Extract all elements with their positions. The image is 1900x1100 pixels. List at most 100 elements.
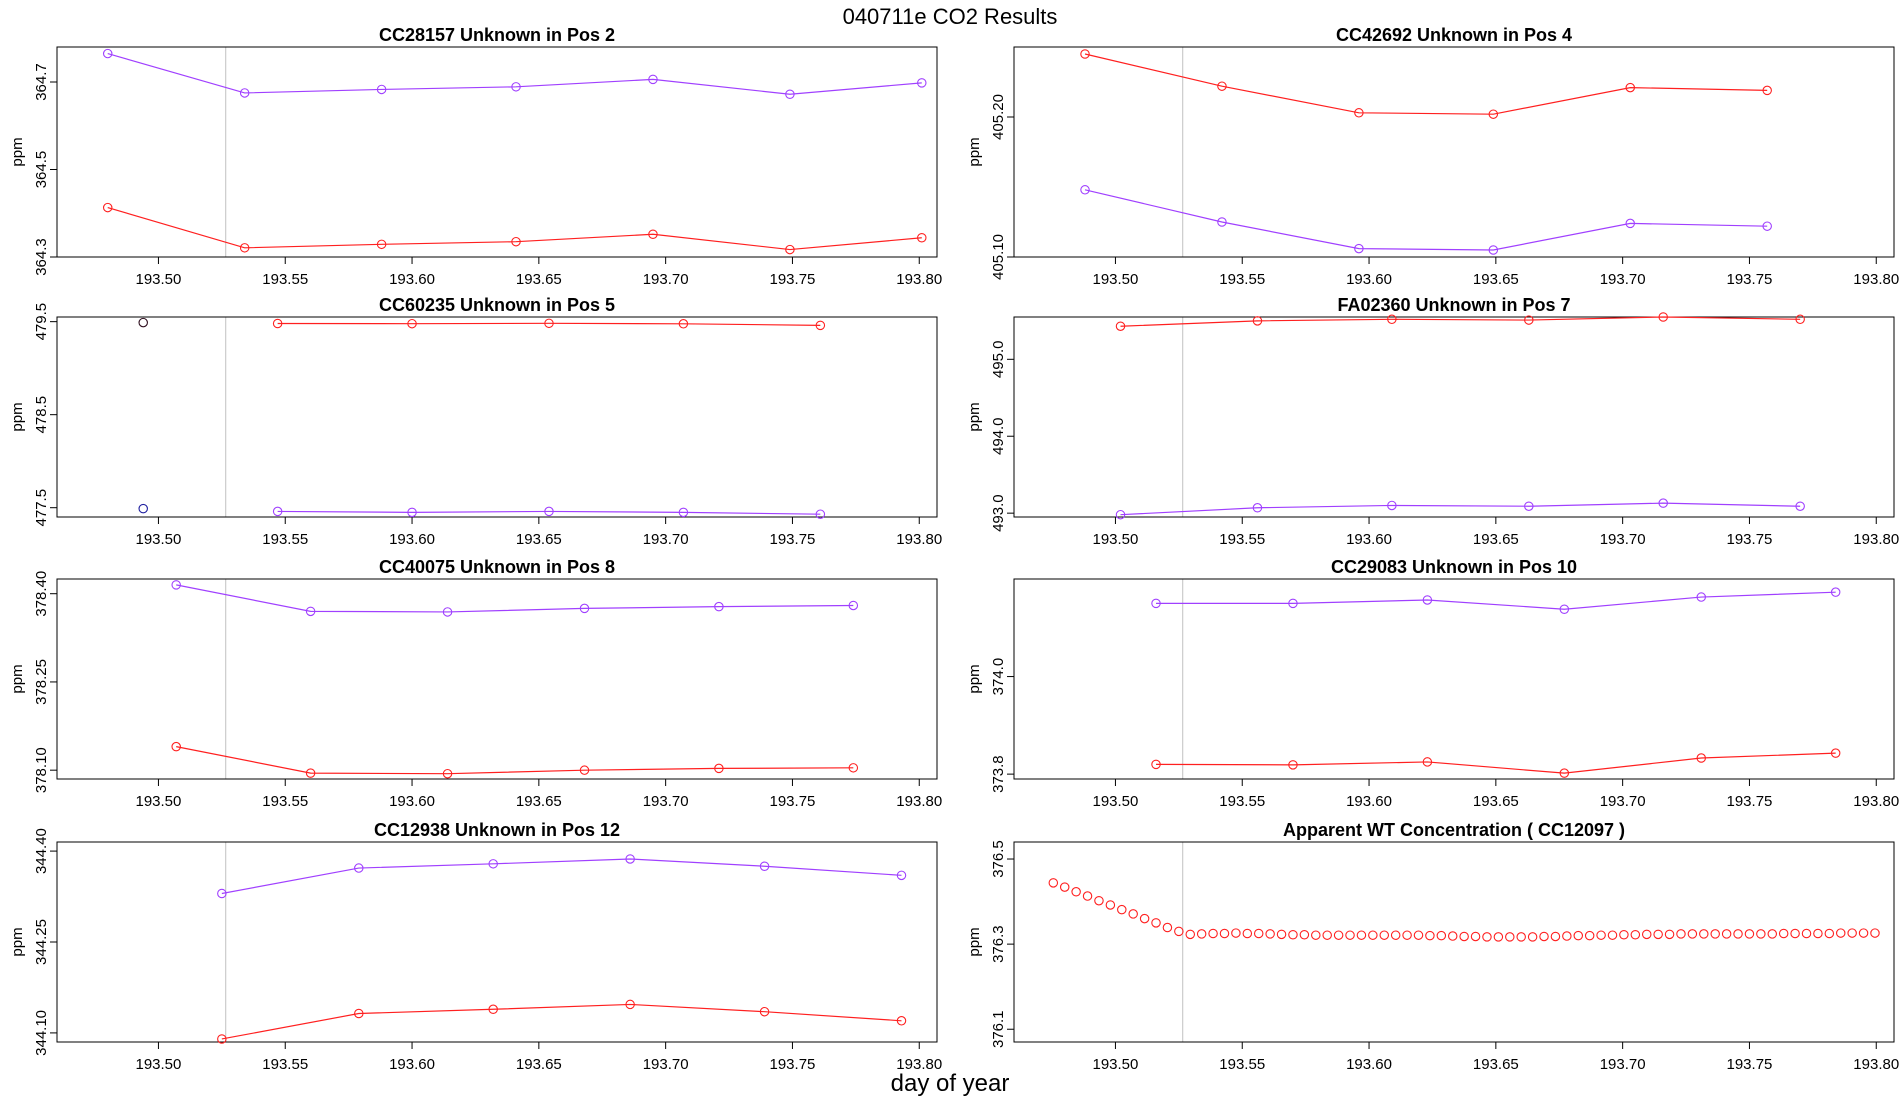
data-point [896,1016,907,1026]
panel-title: CC42692 Unknown in Pos 4 [1336,25,1572,45]
data-point [1436,930,1447,941]
x-tick-label: 193.65 [516,271,562,288]
x-tick-label: 193.75 [770,531,816,548]
data-point [1390,930,1401,940]
series-line [221,858,902,895]
x-tick-label: 193.75 [1727,1056,1773,1073]
series-red [272,318,826,331]
data-point [1071,887,1081,897]
data-point [1470,931,1481,942]
series-first-lower [138,503,148,514]
panel-3: CC60235 Unknown in Pos 5 193.50 193.55 193.… [9,295,942,548]
data-point [759,1006,770,1017]
series-red [1115,312,1805,331]
x-tick-label: 193.70 [643,793,689,810]
y-axis-label: ppm [9,664,26,693]
data-point [1402,930,1412,940]
panel-8: Apparent WT Concentration ( CC12097 ) 193… [966,820,1899,1073]
data-point [1524,315,1534,325]
figure-title: 040711e CO2 Results [842,4,1058,29]
x-tick-label: 193.75 [770,793,816,810]
data-point [138,317,148,328]
data-point [171,741,181,752]
data-point [1505,932,1515,942]
panel-7: CC12938 Unknown in Pos 12 193.50 193.55 193… [9,820,942,1073]
x-tick-label: 193.65 [1473,531,1519,548]
data-point [1767,929,1778,939]
data-point [102,202,113,213]
data-point [1658,498,1668,508]
data-point [376,239,387,250]
data-point [488,1004,498,1015]
series-red [1151,748,1841,778]
data-point [511,236,521,247]
series-purple [171,580,859,617]
x-tick-label: 193.55 [262,1056,308,1073]
data-point [1795,314,1805,325]
data-point [1847,928,1857,938]
data-point [648,229,658,240]
data-point [678,319,689,329]
data-point [1596,930,1606,940]
x-tick-label: 193.80 [896,531,942,548]
x-tick-label: 193.55 [262,271,308,288]
y-tick-label: 405.10 [990,234,1007,280]
series-line [1084,53,1768,115]
data-point [1801,928,1812,939]
data-point [272,506,283,517]
series-line [176,584,854,613]
data-point [759,861,770,871]
x-tick-label: 193.50 [1092,271,1138,288]
series-line [107,206,922,251]
data-point [1128,909,1138,919]
data-point [1756,929,1766,939]
y-tick-label: 344.40 [33,828,50,874]
data-point [848,763,859,773]
data-point [1208,928,1218,939]
data-point [1299,930,1310,940]
data-point [1311,930,1321,940]
data-point [917,233,927,243]
data-point [1607,930,1618,940]
y-tick-label: 494.0 [990,417,1007,455]
data-point [1115,321,1126,331]
x-tick-label: 193.60 [1346,1056,1392,1073]
x-tick-label: 193.60 [1346,793,1392,810]
y-tick-label: 344.10 [33,1010,50,1056]
y-tick-label: 364.7 [33,63,50,101]
panel-title: CC12938 Unknown in Pos 12 [374,820,620,840]
data-point [625,999,635,1010]
data-point [1676,929,1686,939]
data-point [1059,882,1070,892]
data-point [544,506,554,517]
data-point [1493,932,1504,942]
data-point [678,507,689,518]
data-point [544,318,554,329]
data-point [648,74,658,85]
y-tick-label: 493.0 [990,494,1007,532]
y-axis-label: ppm [9,137,26,166]
series-line [176,746,854,775]
x-tick-label: 193.50 [1092,1056,1138,1073]
data-point [1151,918,1161,928]
data-point [1151,598,1161,609]
y-tick-label: 378.10 [33,747,50,793]
panel-title: CC60235 Unknown in Pos 5 [379,295,615,315]
data-point [1333,930,1344,940]
panel-4: FA02360 Unknown in Pos 7 193.50 193.55 193.… [966,295,1899,548]
data-point [1368,930,1378,940]
data-point [1162,922,1173,933]
series-line [1156,591,1836,610]
data-point [1813,928,1823,939]
x-tick-label: 193.55 [1219,1056,1265,1073]
series-line [1120,316,1801,327]
data-point [1539,931,1549,942]
y-axis-label: ppm [9,927,26,956]
x-tick-label: 193.75 [1727,531,1773,548]
x-tick-label: 193.65 [1473,793,1519,810]
data-point [1354,108,1364,118]
x-tick-label: 193.55 [1219,793,1265,810]
y-tick-label: 495.0 [990,341,1007,379]
data-point [1094,895,1104,906]
